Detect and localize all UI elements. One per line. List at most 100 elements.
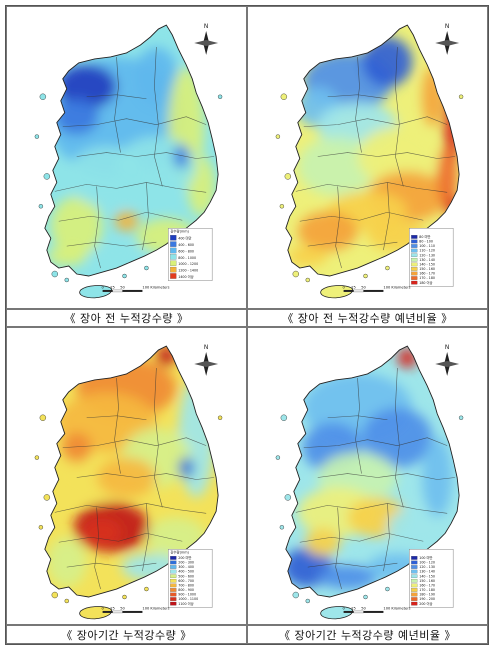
jeju-island (320, 606, 353, 620)
legend-label: 100 - 120 (419, 561, 435, 565)
jeju-island (79, 606, 112, 620)
legend-title: 강수량(mm) (170, 550, 189, 555)
legend-swatch (411, 592, 418, 597)
legend-swatch (170, 601, 177, 606)
map-caption-2: 《 장아 전 누적강수량 예년비율 》 (247, 309, 488, 327)
north-arrow-icon: N (194, 23, 219, 55)
north-arrow-icon: N (435, 344, 460, 376)
scale-label: 0 (342, 285, 345, 289)
coastline (285, 24, 460, 277)
legend-label: 900 - 1000 (178, 593, 196, 597)
legend-label: 150 - 160 (419, 579, 435, 583)
legend-label: 1000 - 1200 (178, 262, 198, 266)
legend-swatch (170, 588, 177, 592)
rainfall-zone (54, 98, 99, 135)
scale-label: 50 (120, 285, 125, 289)
north-label: N (445, 344, 449, 351)
rainfall-zone (317, 565, 378, 590)
legend-label: 150 - 160 (419, 267, 435, 271)
legend-swatch (411, 565, 418, 569)
rainfall-zone (134, 46, 179, 107)
coastline (285, 345, 460, 598)
islands (275, 414, 464, 604)
legend-swatch (170, 592, 177, 597)
jeju-island (79, 285, 112, 299)
district-boundaries (295, 367, 456, 590)
map-caption-4: 《 장아기간 누적강수량 예년비율 》 (247, 625, 488, 644)
scale-label: 0 (342, 606, 345, 610)
legend-label: 1000 - 1100 (178, 597, 198, 601)
legend-label: 100 - 110 (419, 244, 435, 248)
north-arrow-icon: N (194, 344, 219, 376)
rainfall-zone (357, 126, 438, 187)
legend-label: 80 미만 (419, 234, 430, 239)
legend-label: 500 - 600 (178, 574, 194, 578)
map-caption-1: 《 장아 전 누적강수량 》 (6, 309, 247, 327)
legend-swatch (170, 247, 177, 254)
legend-label: 170 - 180 (419, 276, 435, 280)
legend-swatch (170, 556, 177, 560)
legend-swatch (411, 262, 418, 267)
rainfall-zone (50, 196, 103, 257)
north-arrow-icon: N (435, 23, 460, 55)
rainfall-zone (46, 537, 87, 588)
legend-swatch (170, 565, 177, 569)
district-boundaries (54, 367, 215, 590)
legend-swatch (411, 280, 418, 285)
scale-label: 100 Kilometers (383, 285, 410, 289)
legend-swatch (170, 569, 177, 574)
legend-swatch (411, 244, 418, 248)
legend-label: 180 - 190 (419, 593, 435, 597)
legend-swatch (170, 578, 177, 583)
rainfall-zone (362, 407, 433, 468)
legend-label: 110 - 120 (419, 249, 435, 253)
legend-swatch (170, 266, 177, 273)
legend-label: 200 - 300 (178, 561, 194, 565)
legend-label: 190 - 200 (419, 597, 435, 601)
rainfall-zone (304, 528, 341, 557)
legend-label: 140 - 150 (419, 574, 435, 578)
islands (34, 414, 223, 604)
legend-swatch (411, 239, 418, 244)
rainfall-zone (387, 507, 448, 548)
map-legend: 강수량(mm) 400 미만 400 - 600 600 - 800 800 - 100… (168, 228, 213, 281)
map-panel-1: N 강수량(mm) 400 미만 400 - 600 600 - 800 800 - 10… (6, 6, 247, 309)
legend-label: 170 - 180 (419, 588, 435, 592)
legend-label: 600 - 700 (178, 579, 194, 583)
rainfall-zone (437, 146, 458, 207)
legend-label: 160 - 170 (419, 583, 435, 587)
islands (34, 93, 223, 283)
legend-swatch (411, 597, 418, 601)
legend-label: 400 - 500 (178, 570, 194, 574)
legend-swatch (411, 235, 418, 239)
islands (275, 93, 464, 283)
scale-label: 0 (101, 285, 104, 289)
rainfall-zone (422, 437, 453, 518)
scale-label: 50 (361, 285, 366, 289)
legend-swatch (411, 560, 418, 565)
legend-swatch (411, 578, 418, 583)
rainfall-zone (61, 432, 92, 463)
legend-swatch (170, 260, 177, 266)
legend-label: 200 이상 (419, 601, 432, 606)
legend-swatch (411, 574, 418, 578)
legend-label: 800 - 1000 (178, 256, 196, 260)
legend-label: 1200 - 1400 (178, 269, 198, 273)
north-label: N (445, 23, 449, 30)
legend-title: 강수량(mm) (170, 229, 189, 234)
rainfall-zone (362, 37, 413, 87)
legend-swatch (411, 601, 418, 606)
map-panel-2: N 80 미만 80 - 100 100 - 110 110 - 120 120 - 13… (247, 6, 488, 309)
scale-bar: 0 25 50 100 Kilometers (342, 606, 411, 614)
scale-label: 100 Kilometers (383, 606, 410, 610)
scale-label: 25 (110, 285, 115, 289)
legend-label: 120 - 130 (419, 565, 435, 569)
legend-swatch (411, 267, 418, 271)
scale-bar: 0 25 50 100 Kilometers (101, 606, 170, 614)
legend-swatch (170, 597, 177, 601)
legend-label: 1100 이상 (178, 601, 193, 606)
